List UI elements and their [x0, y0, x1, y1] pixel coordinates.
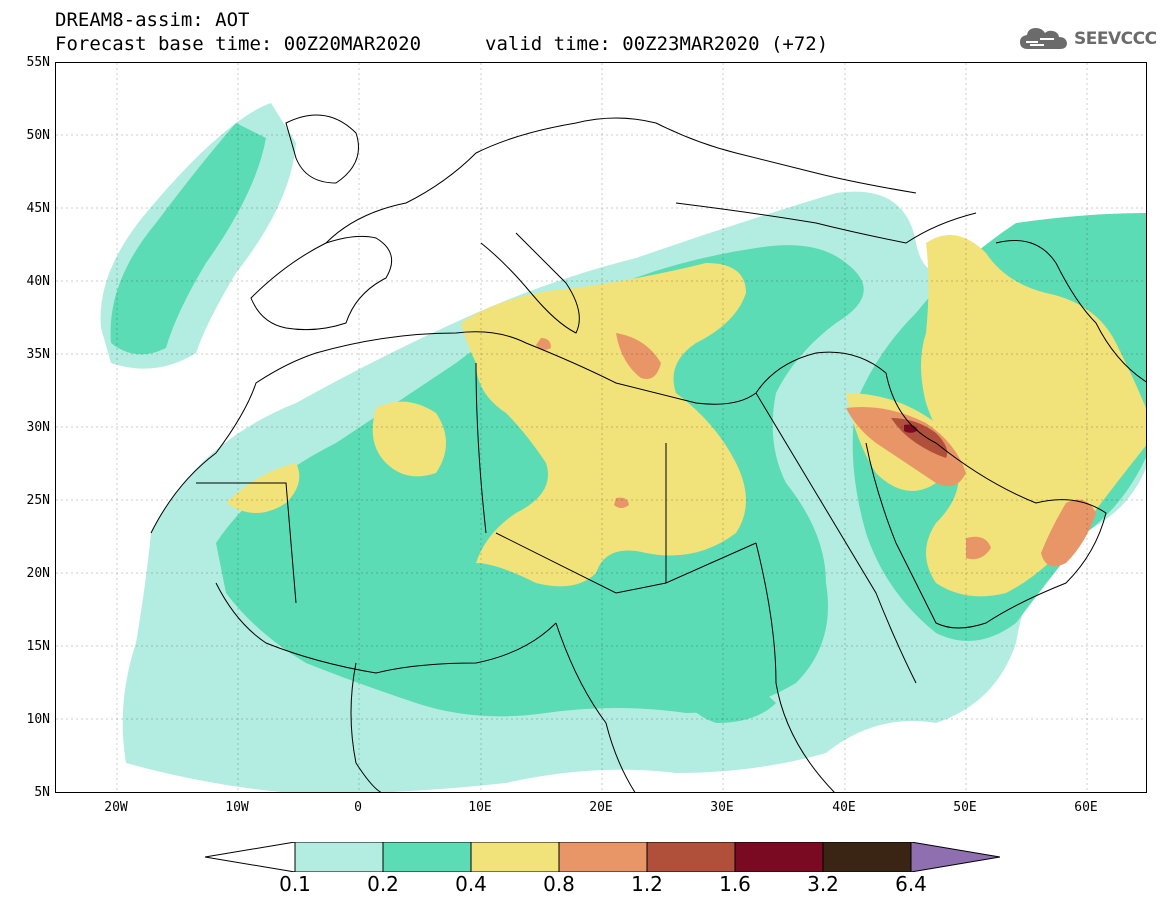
- colorbar-bin-3: [470, 842, 560, 872]
- lat-label: 25N: [26, 493, 50, 508]
- lat-label: 5N: [34, 785, 50, 800]
- colorbar-bin-6: [734, 842, 824, 872]
- aot-band-0.8-1.2: [536, 333, 1096, 567]
- colorbar-label: 1.6: [719, 872, 751, 896]
- colorbar-label: 0.1: [279, 872, 311, 896]
- colorbar-bin-1: [294, 842, 384, 872]
- colorbar-label: 3.2: [807, 872, 839, 896]
- colorbar-bin-5: [646, 842, 736, 872]
- colorbar-above-triangle: [910, 842, 1000, 872]
- valid-time: valid time: 00Z23MAR2020 (+72): [485, 33, 829, 55]
- lat-label: 50N: [26, 128, 50, 143]
- lat-label: 15N: [26, 639, 50, 654]
- aot-band-0.4-0.8: [226, 235, 1146, 597]
- lat-label: 20N: [26, 566, 50, 581]
- lon-label: 30E: [710, 800, 734, 815]
- colorbar-label: 6.4: [895, 872, 927, 896]
- forecast-base-time: Forecast base time: 00Z20MAR2020: [55, 33, 422, 55]
- aot-map: [55, 62, 1147, 793]
- colorbar-bin-4: [558, 842, 648, 872]
- colorbar-label: 0.4: [455, 872, 487, 896]
- lat-label: 40N: [26, 274, 50, 289]
- aot-colorbar: [205, 842, 1000, 872]
- lat-label: 45N: [26, 201, 50, 216]
- colorbar-bin-7: [822, 842, 912, 872]
- lon-label: 20W: [104, 800, 128, 815]
- colorbar-bin-2: [382, 842, 472, 872]
- colorbar-label: 0.2: [367, 872, 399, 896]
- colorbar-below-triangle: [205, 842, 296, 872]
- lat-label: 30N: [26, 420, 50, 435]
- coastlines: [150, 114, 1146, 792]
- lon-label: 60E: [1074, 800, 1098, 815]
- lon-label: 20E: [589, 800, 613, 815]
- lat-label: 55N: [26, 55, 50, 70]
- graticule: [56, 63, 1146, 792]
- lon-label: 0: [354, 800, 362, 815]
- cloud-icon: [1020, 28, 1067, 49]
- colorbar-label: 1.2: [631, 872, 663, 896]
- aot-field: [56, 63, 1146, 792]
- lon-label: 40E: [832, 800, 856, 815]
- lon-label: 10E: [468, 800, 492, 815]
- lat-label: 35N: [26, 347, 50, 362]
- map-title: DREAM8-assim: AOT: [55, 9, 250, 31]
- lon-label: 10W: [225, 800, 249, 815]
- lon-label: 50E: [953, 800, 977, 815]
- logo-text: SEEVCCC: [1074, 29, 1157, 49]
- seevccc-logo: SEEVCCC: [1018, 24, 1157, 54]
- colorbar-label: 0.8: [543, 872, 575, 896]
- lat-label: 10N: [26, 712, 50, 727]
- aot-band-1.6-3.2: [904, 424, 918, 433]
